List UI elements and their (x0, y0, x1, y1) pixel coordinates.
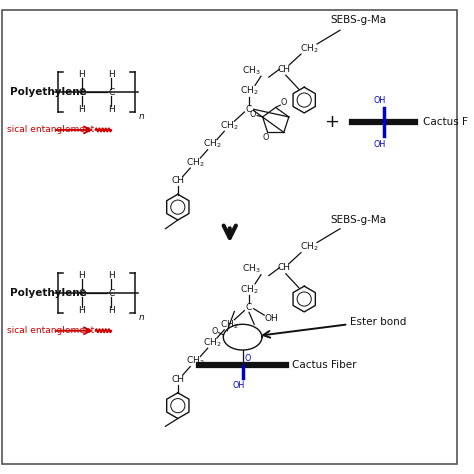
Text: H: H (78, 271, 85, 280)
Text: C: C (108, 88, 115, 97)
Text: C: C (78, 88, 85, 97)
Text: O: O (244, 354, 250, 363)
Text: CH$_2$: CH$_2$ (300, 42, 318, 55)
Text: Ester bond: Ester bond (350, 317, 407, 327)
Text: CH$_2$: CH$_2$ (185, 156, 204, 169)
Text: CH$_2$: CH$_2$ (219, 318, 238, 330)
Text: Polyethylene: Polyethylene (10, 288, 87, 298)
Text: O: O (263, 133, 269, 142)
Text: CH: CH (171, 375, 184, 384)
Text: OH: OH (374, 139, 386, 148)
Text: CH: CH (171, 176, 184, 185)
Text: Cactus F: Cactus F (423, 117, 468, 127)
Text: CH: CH (277, 263, 291, 272)
Text: CH$_2$: CH$_2$ (203, 337, 221, 349)
Text: Polyethylene: Polyethylene (10, 87, 87, 97)
Text: H: H (108, 70, 115, 79)
Text: sical entanglement: sical entanglement (7, 126, 94, 135)
Text: H: H (78, 306, 85, 315)
Text: H: H (108, 271, 115, 280)
Text: sical entanglement: sical entanglement (7, 326, 94, 335)
Text: n: n (138, 313, 144, 322)
Text: CH$_3$: CH$_3$ (243, 263, 261, 275)
Text: O: O (281, 98, 287, 107)
Text: C: C (246, 105, 252, 114)
Text: OH: OH (264, 314, 278, 323)
Text: OH: OH (374, 96, 386, 105)
Text: OH: OH (233, 381, 245, 390)
Text: C: C (78, 289, 85, 298)
Text: +: + (324, 113, 339, 131)
Text: H: H (78, 105, 85, 114)
Text: CH$_2$: CH$_2$ (240, 283, 258, 296)
Text: CH$_2$: CH$_2$ (240, 85, 258, 97)
Text: CH$_2$: CH$_2$ (185, 355, 204, 367)
Text: SEBS-g-Ma: SEBS-g-Ma (330, 15, 386, 25)
Text: CH$_2$: CH$_2$ (203, 138, 221, 150)
Text: n: n (138, 112, 144, 121)
Text: SEBS-g-Ma: SEBS-g-Ma (330, 215, 386, 225)
Text: H: H (78, 70, 85, 79)
Text: CH$_3$: CH$_3$ (243, 64, 261, 77)
Text: CH: CH (277, 65, 291, 74)
Text: CH$_2$: CH$_2$ (219, 119, 238, 132)
Text: H: H (108, 306, 115, 315)
Text: CH$_2$: CH$_2$ (300, 241, 318, 254)
Text: H: H (108, 105, 115, 114)
Text: Cactus Fiber: Cactus Fiber (292, 360, 356, 370)
Text: C: C (246, 303, 252, 312)
Text: C: C (108, 289, 115, 298)
Text: O: O (212, 327, 218, 336)
Text: O: O (249, 110, 255, 119)
